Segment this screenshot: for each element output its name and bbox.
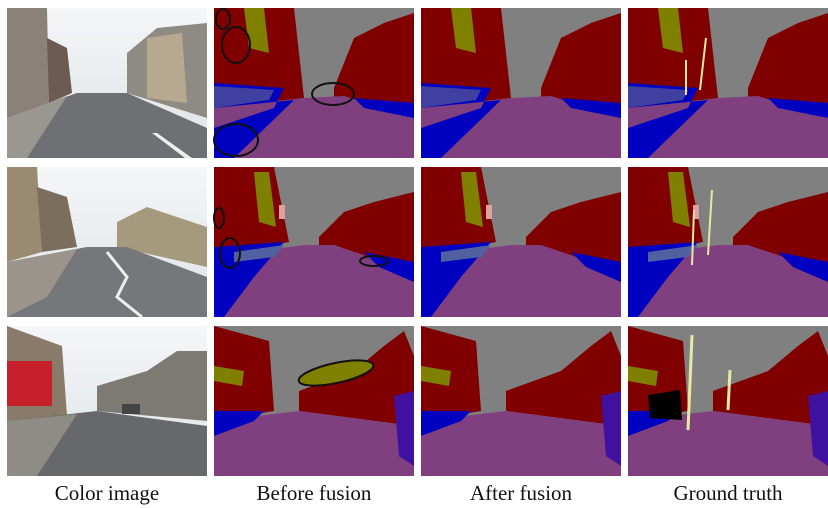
color-image	[7, 167, 207, 317]
color-image	[7, 8, 207, 158]
ground-truth-image	[628, 167, 828, 317]
caption: Before fusion	[257, 481, 372, 505]
color-image	[7, 326, 207, 476]
before-fusion-image	[214, 326, 414, 476]
unlabeled-region	[648, 390, 682, 420]
ground-truth-image	[628, 8, 828, 158]
caption: After fusion	[470, 481, 573, 505]
caption: Color image	[55, 481, 159, 505]
caption: Ground truth	[673, 481, 783, 505]
after-fusion-image	[421, 8, 621, 158]
after-fusion-image	[421, 167, 621, 317]
before-fusion-image	[214, 167, 414, 317]
page: Color image Before fusion After fusion G…	[0, 0, 828, 508]
after-fusion-image	[421, 326, 621, 476]
figure: Color image Before fusion After fusion G…	[0, 0, 828, 508]
